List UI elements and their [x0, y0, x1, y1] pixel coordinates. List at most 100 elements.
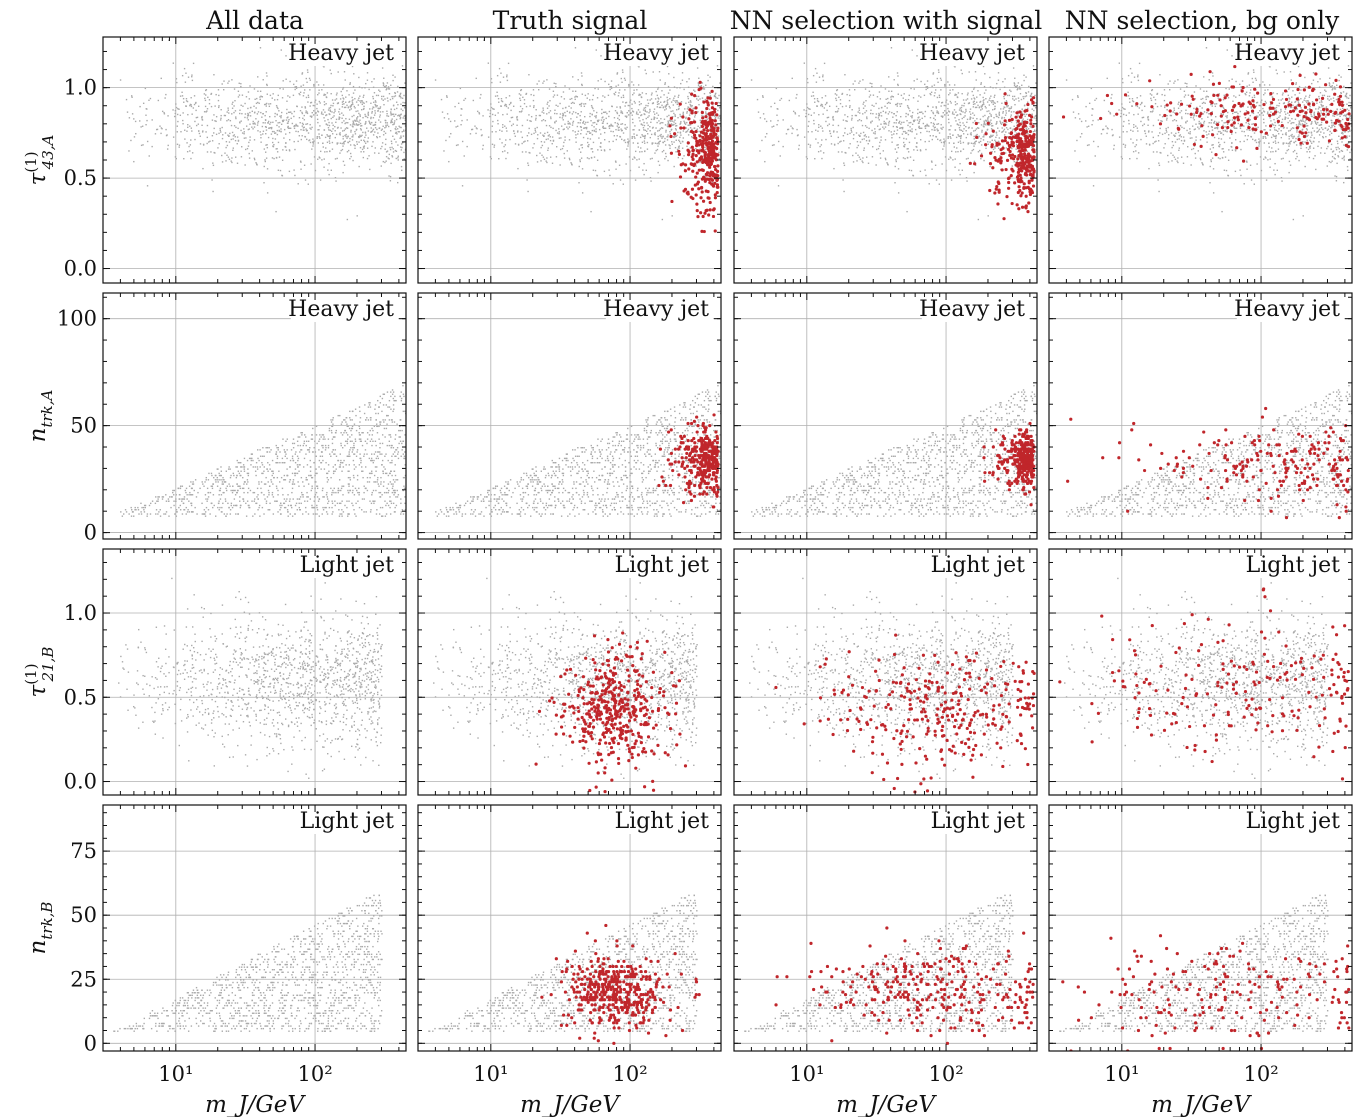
- background-point: [631, 103, 633, 105]
- background-point: [299, 91, 302, 94]
- background-point: [374, 121, 377, 124]
- background-point: [934, 92, 936, 94]
- background-point: [335, 180, 337, 182]
- background-point: [527, 162, 529, 164]
- background-point: [856, 146, 858, 149]
- background-point: [372, 86, 375, 88]
- background-point: [469, 133, 472, 135]
- background-point: [205, 111, 207, 113]
- background-point: [247, 91, 250, 93]
- background-point: [356, 117, 358, 119]
- background-point: [581, 93, 583, 95]
- signal-point: [1020, 169, 1024, 173]
- background-point: [822, 152, 825, 154]
- background-point: [634, 137, 636, 139]
- background-point: [1342, 91, 1345, 93]
- background-point: [962, 122, 964, 124]
- background-point: [896, 102, 899, 105]
- background-point: [1277, 148, 1280, 150]
- background-point: [134, 120, 137, 123]
- background-point: [360, 135, 362, 138]
- background-point: [1013, 95, 1016, 98]
- background-point: [179, 114, 182, 117]
- background-point: [1289, 120, 1291, 122]
- background-point: [893, 113, 895, 115]
- background-point: [947, 137, 949, 139]
- background-point: [591, 148, 593, 150]
- background-point: [480, 128, 482, 131]
- background-point: [276, 106, 278, 109]
- background-point: [506, 130, 508, 132]
- background-point: [604, 127, 607, 130]
- background-point: [835, 97, 837, 100]
- signal-point: [679, 126, 683, 130]
- background-point: [325, 114, 327, 117]
- background-point: [540, 140, 543, 143]
- background-point: [940, 102, 943, 104]
- panel-annotation: Heavy jet: [288, 39, 398, 66]
- background-point: [648, 115, 650, 117]
- background-point: [267, 136, 270, 139]
- background-point: [318, 133, 320, 135]
- background-point: [757, 111, 760, 113]
- background-point: [141, 125, 144, 127]
- background-point: [176, 81, 178, 84]
- background-point: [857, 120, 859, 122]
- background-point: [678, 147, 680, 149]
- background-point: [629, 169, 632, 172]
- background-point: [349, 83, 351, 86]
- background-point: [210, 93, 212, 95]
- signal-point: [701, 131, 706, 135]
- background-point: [858, 134, 860, 136]
- background-point: [580, 151, 582, 153]
- background-point: [688, 106, 690, 109]
- background-point: [291, 112, 293, 115]
- background-point: [994, 107, 996, 110]
- background-point: [555, 85, 557, 88]
- background-point: [576, 125, 579, 128]
- signal-point: [1028, 113, 1032, 117]
- background-point: [1239, 169, 1241, 171]
- background-point: [298, 92, 300, 95]
- background-point: [832, 115, 834, 118]
- background-point: [916, 78, 918, 80]
- background-point: [373, 92, 376, 94]
- background-point: [926, 123, 928, 126]
- background-point: [584, 94, 587, 97]
- background-point: [1313, 114, 1316, 116]
- background-point: [975, 79, 977, 81]
- background-point: [564, 139, 566, 141]
- background-point: [217, 89, 220, 91]
- background-point: [936, 77, 939, 80]
- background-point: [647, 124, 649, 127]
- background-point: [523, 102, 526, 105]
- background-point: [281, 159, 284, 161]
- background-point: [750, 79, 753, 81]
- background-point: [854, 114, 857, 117]
- background-point: [673, 97, 675, 99]
- background-point: [882, 110, 884, 113]
- background-point: [851, 109, 853, 111]
- background-point: [396, 133, 398, 135]
- background-point: [359, 128, 362, 130]
- background-point: [233, 125, 236, 127]
- background-point: [293, 83, 295, 86]
- background-point: [1013, 99, 1015, 101]
- background-point: [186, 142, 188, 144]
- grid-lines: [734, 37, 1037, 283]
- background-point: [391, 121, 393, 123]
- background-point: [358, 165, 360, 168]
- background-point: [206, 110, 208, 112]
- background-point: [686, 145, 688, 148]
- background-point: [1030, 95, 1033, 98]
- background-point: [619, 179, 622, 181]
- background-point: [981, 108, 983, 110]
- background-point: [589, 99, 591, 101]
- background-point: [1025, 128, 1027, 130]
- background-point: [381, 128, 384, 130]
- background-point: [777, 119, 779, 122]
- background-point: [818, 126, 820, 129]
- background-point: [1152, 142, 1154, 145]
- background-point: [363, 145, 366, 147]
- background-point: [908, 141, 911, 144]
